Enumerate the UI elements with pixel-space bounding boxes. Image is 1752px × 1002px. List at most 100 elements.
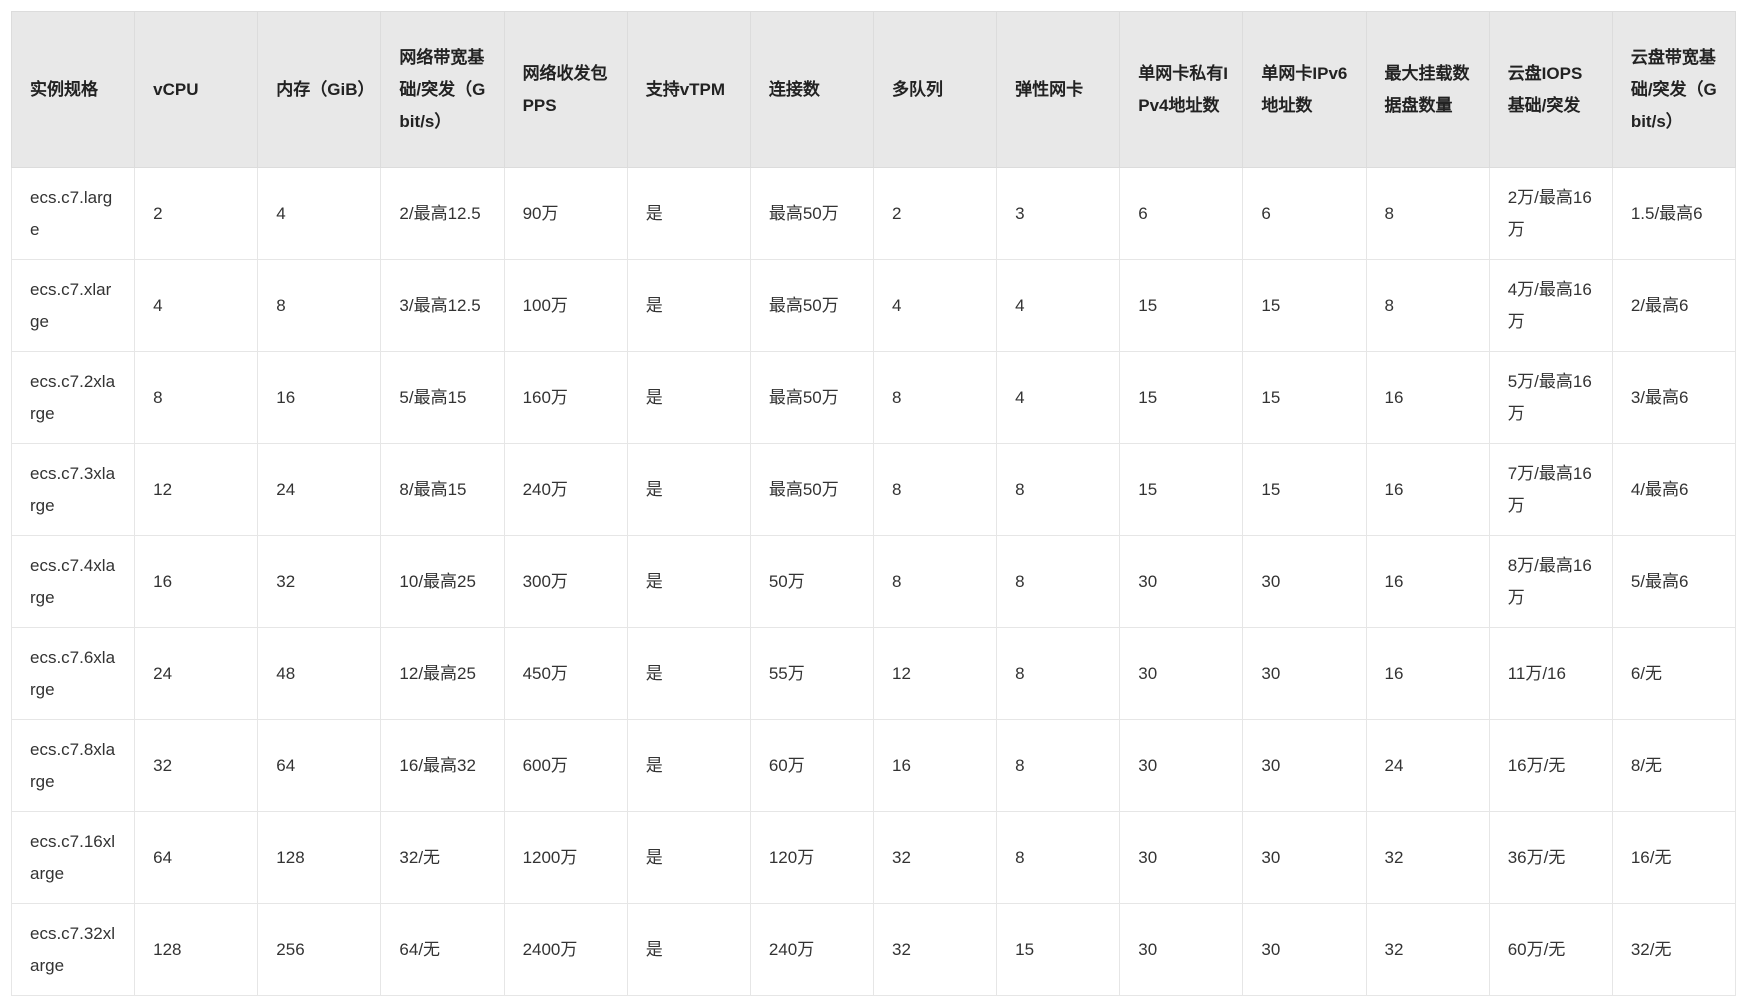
table-cell: 64 [257,719,382,812]
table-cell: 16 [1365,443,1490,536]
table-cell: 最高50万 [749,167,874,260]
table-cell: 32 [872,903,998,996]
table-cell: 是 [626,811,751,904]
table-cell: 2万/最高16万 [1488,167,1613,260]
table-cell: 2 [872,167,998,260]
column-header: 最大挂载数据盘数量 [1365,11,1490,168]
table-cell: 60万/无 [1488,903,1613,996]
table-cell: 15 [1119,351,1244,444]
table-cell: 600万 [503,719,628,812]
table-cell: 240万 [503,443,628,536]
column-header: vCPU [134,11,259,168]
table-cell: 15 [1119,259,1244,352]
table-cell: 3 [996,167,1121,260]
table-cell: 4 [996,351,1121,444]
table-cell: 48 [257,627,382,720]
table-row: ecs.c7.xlarge 4 8 3/最高12.5 100万是最高50万 4 4 15 15 8… [10,259,1737,352]
table-cell: 8 [1365,259,1490,352]
table-cell: 30 [1242,535,1367,628]
table-cell: 8 [996,811,1121,904]
table-cell: 12 [134,443,259,536]
table-cell: 128 [134,903,259,996]
table-cell: 8 [134,351,259,444]
table-cell: 11万/16 [1488,627,1613,720]
table-cell: 90万 [503,167,628,260]
table-cell: 15 [1119,443,1244,536]
column-header: 弹性网卡 [996,11,1121,168]
table-cell: 4 [872,259,998,352]
table-cell: ecs.c7.4xlarge [10,535,136,628]
table-cell: 8 [996,719,1121,812]
column-header: 云盘带宽基础/突发（Gbit/s） [1611,11,1737,168]
table-cell: 4/最高6 [1611,443,1737,536]
table-cell: 32 [134,719,259,812]
table-cell: 64 [134,811,259,904]
table-cell: ecs.c7.xlarge [10,259,136,352]
table-cell: 160万 [503,351,628,444]
table-cell: 8 [996,627,1121,720]
table-cell: 5/最高6 [1611,535,1737,628]
table-cell: 8 [872,443,998,536]
table-cell: 30 [1242,811,1367,904]
table-cell: ecs.c7.3xlarge [10,443,136,536]
table-cell: 8 [872,351,998,444]
table-cell: 16万/无 [1488,719,1613,812]
table-cell: ecs.c7.2xlarge [10,351,136,444]
table-cell: 2/最高6 [1611,259,1737,352]
table-cell: 24 [257,443,382,536]
table-cell: 60万 [749,719,874,812]
table-cell: 15 [1242,259,1367,352]
table-cell: 12 [872,627,998,720]
table-cell: 32 [1365,903,1490,996]
table-cell: 8/无 [1611,719,1737,812]
table-cell: 3/最高6 [1611,351,1737,444]
table-cell: 450万 [503,627,628,720]
column-header: 实例规格 [10,11,136,168]
table-cell: 16/最高32 [380,719,505,812]
table-cell: 12/最高25 [380,627,505,720]
table-cell: 是 [626,903,751,996]
table-cell: 15 [1242,351,1367,444]
table-cell: 32/无 [380,811,505,904]
table-cell: 4 [996,259,1121,352]
table-cell: 32 [257,535,382,628]
table-cell: 2400万 [503,903,628,996]
table-cell: 8 [257,259,382,352]
table-cell: 是 [626,259,751,352]
table-cell: 32 [872,811,998,904]
table-cell: 是 [626,167,751,260]
table-cell: 16/无 [1611,811,1737,904]
table-cell: 是 [626,627,751,720]
table-cell: 5万/最高16万 [1488,351,1613,444]
column-header: 网络收发包PPS [503,11,628,168]
table-cell: 是 [626,351,751,444]
table-row: ecs.c7.3xlarge 12 24 8/最高15 240万是最高50万 8 8 15 15… [10,443,1737,536]
table-header-row: 实例规格 vCPU 内存（GiB） 网络带宽基础/突发（Gbit/s） 网络收发包PPS… [10,11,1737,168]
table-row: ecs.c7.4xlarge 16 32 10/最高25 300万是 50万 8 8 30 30 1… [10,535,1737,628]
table-cell: 是 [626,719,751,812]
table-cell: 16 [1365,627,1490,720]
table-cell: 5/最高15 [380,351,505,444]
table-cell: 最高50万 [749,443,874,536]
table-cell: 32/无 [1611,903,1737,996]
table-cell: 8 [872,535,998,628]
table-cell: ecs.c7.32xlarge [10,903,136,996]
table-cell: ecs.c7.16xlarge [10,811,136,904]
table-cell: 64/无 [380,903,505,996]
table-cell: 36万/无 [1488,811,1613,904]
table-cell: 8 [996,443,1121,536]
table-cell: 15 [1242,443,1367,536]
table-cell: 8 [996,535,1121,628]
table-cell: 120万 [749,811,874,904]
table-cell: 30 [1119,627,1244,720]
table-cell: 55万 [749,627,874,720]
column-header: 内存（GiB） [257,11,382,168]
column-header: 支持vTPM [626,11,751,168]
column-header: 单网卡IPv6地址数 [1242,11,1367,168]
table-cell: 16 [257,351,382,444]
table-cell: 4万/最高16万 [1488,259,1613,352]
table-cell: 8万/最高16万 [1488,535,1613,628]
table-row: ecs.c7.32xlarge 128 256 64/无 2400万是 240万 32 15 3… [10,903,1737,996]
table-cell: 8/最高15 [380,443,505,536]
table-cell: 100万 [503,259,628,352]
